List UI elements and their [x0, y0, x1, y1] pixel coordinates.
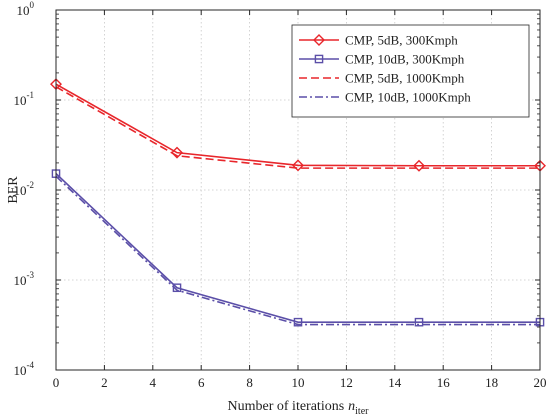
legend-label: CMP, 5dB, 1000Kmph — [345, 71, 465, 86]
x-tick-label: 10 — [292, 375, 305, 390]
series-line — [56, 86, 540, 169]
y-tick-label-base: 10 — [14, 363, 27, 378]
x-tick-label: 18 — [485, 375, 498, 390]
legend-marker — [313, 34, 325, 46]
x-tick-label: 6 — [198, 375, 205, 390]
x-axis-label-subscript: iter — [355, 406, 369, 417]
y-tick-label-exponent: -1 — [27, 90, 35, 100]
y-tick-label-base: 10 — [14, 273, 27, 288]
x-tick-label: 20 — [534, 375, 547, 390]
x-tick-label: 16 — [437, 375, 451, 390]
y-tick-label: 100 — [17, 0, 35, 18]
legend-label: CMP, 5dB, 300Kmph — [345, 33, 458, 48]
series-line — [56, 83, 540, 167]
series-layer — [56, 83, 540, 326]
x-tick-label: 12 — [340, 375, 353, 390]
tick-layer — [55, 9, 541, 371]
legend-box — [291, 24, 530, 118]
series-marker — [171, 146, 183, 159]
y-axis-label: BER — [6, 176, 21, 204]
y-tick-label-exponent: -3 — [27, 270, 35, 280]
y-tick-label: 10-3 — [14, 270, 35, 288]
x-tick-labels: 0 2 4 6 8 10 12 14 16 18 20 — [53, 375, 547, 390]
x-tick-label: 2 — [101, 375, 108, 390]
y-tick-label: 10-4 — [14, 360, 35, 378]
legend-label: CMP, 10dB, 300Kmph — [345, 52, 465, 67]
y-tick-label-base: 10 — [14, 183, 27, 198]
series-line — [56, 175, 540, 326]
y-tick-label-base: 10 — [14, 93, 27, 108]
series-marker — [293, 317, 303, 327]
x-tick-label: 0 — [53, 375, 60, 390]
y-tick-label-exponent: -2 — [27, 180, 35, 190]
series-marker — [292, 159, 304, 172]
series-marker — [414, 317, 424, 327]
x-axis-label-text: Number of iterations — [228, 399, 345, 414]
y-tick-label-exponent: -4 — [27, 360, 35, 370]
y-tick-label-exponent: 0 — [30, 0, 35, 10]
legend: CMP, 5dB, 300Kmph CMP, 10dB, 300Kmph CMP, … — [291, 24, 530, 118]
y-tick-label-base: 10 — [17, 3, 30, 18]
series-marker — [413, 159, 425, 172]
x-tick-label: 8 — [246, 375, 253, 390]
y-tick-label: 10-1 — [14, 90, 35, 108]
x-tick-label: 4 — [150, 375, 157, 390]
series-line — [56, 173, 540, 323]
x-axis-label: Number of iterations niter — [228, 399, 370, 417]
series-marker — [172, 283, 182, 293]
y-tick-label: 10-2 — [14, 180, 35, 198]
x-tick-label: 14 — [388, 375, 402, 390]
x-axis-label-symbol: n — [348, 399, 355, 414]
legend-label: CMP, 10dB, 1000Kmph — [345, 90, 471, 105]
legend-marker — [314, 54, 324, 64]
